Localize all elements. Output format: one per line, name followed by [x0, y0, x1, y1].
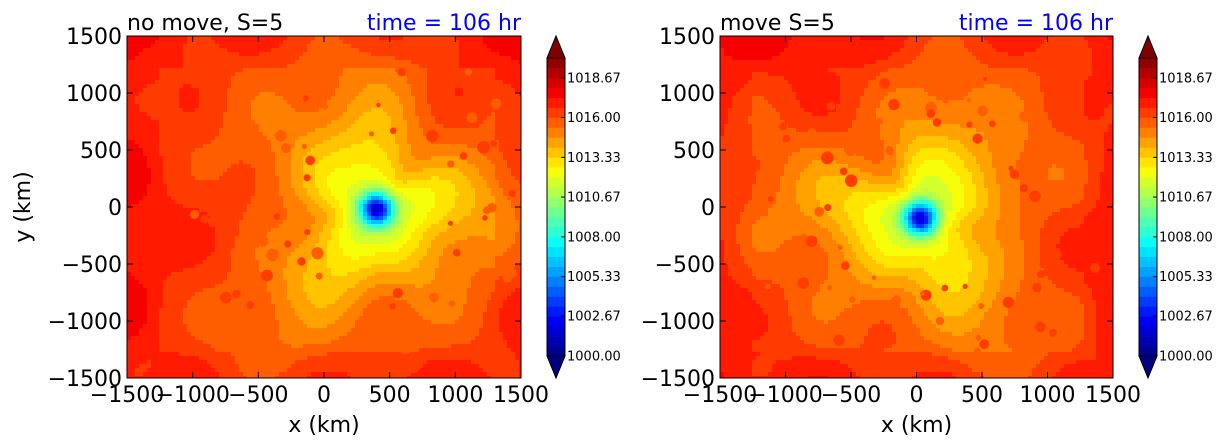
- x-tick-label: 500: [369, 383, 411, 408]
- x-tick-label: 1500: [1085, 383, 1141, 408]
- x-tick-label: 0: [910, 383, 924, 408]
- y-tick-label: −1500: [641, 367, 715, 392]
- x-tick-label: 1000: [427, 383, 483, 408]
- colorbar-tick-label: 1013.33: [1159, 151, 1213, 166]
- y-tick-label: 1500: [659, 25, 715, 50]
- colorbar-extend-max: [547, 36, 565, 58]
- colorbar-tick-label: 1002.67: [567, 310, 621, 325]
- colorbar-tick-label: 1000.00: [1159, 350, 1213, 365]
- x-tick-label: 1000: [1020, 383, 1076, 408]
- pressure-field: [127, 36, 524, 381]
- panel-title-right: time = 106 hr: [367, 11, 522, 36]
- y-tick-label: 500: [80, 139, 122, 164]
- x-tick-label: −1000: [155, 383, 229, 408]
- colorbar-tick-label: 1008.00: [1159, 230, 1213, 245]
- colorbar-tick-label: 1000.00: [567, 350, 621, 365]
- colorbar-extend-max: [1139, 36, 1157, 58]
- panel-title-right: time = 106 hr: [959, 11, 1114, 36]
- panel-title-left: move S=5: [720, 11, 835, 36]
- x-tick-label: 500: [961, 383, 1003, 408]
- y-tick-label: −1500: [48, 367, 122, 392]
- colorbar-tick-label: 1008.00: [567, 230, 621, 245]
- colorbar: 1000.00 1002.67 1005.33 1008.00 1010.67 1013.…: [1139, 36, 1213, 378]
- colorbar-tick-label: 1005.33: [1159, 270, 1213, 285]
- y-tick-label: −500: [655, 253, 715, 278]
- x-tick-label: −500: [228, 383, 288, 408]
- y-axis-label: y (km): [11, 171, 36, 242]
- colorbar-tick-label: 1018.67: [1159, 71, 1213, 86]
- y-tick-label: −500: [62, 253, 122, 278]
- x-axis-label: x (km): [288, 413, 359, 438]
- y-tick-label: 1500: [66, 25, 122, 50]
- x-tick-label: 1500: [493, 383, 549, 408]
- y-tick-label: −1000: [641, 310, 715, 335]
- y-tick-label: 0: [108, 196, 122, 221]
- colorbar-tick-label: 1010.67: [567, 191, 621, 206]
- x-tick-label: −500: [821, 383, 881, 408]
- panel-1: −1500−1500−1000−1000−500−500005005001000…: [11, 11, 621, 438]
- panel-title-left: no move, S=5: [127, 11, 283, 36]
- colorbar-tick-label: 1016.00: [1159, 111, 1213, 126]
- x-tick-label: −1000: [748, 383, 822, 408]
- colorbar-tick-label: 1018.67: [567, 71, 621, 86]
- pressure-field: [720, 36, 1117, 381]
- panel-2: −1500−1500−1000−1000−500−500005005001000…: [641, 11, 1213, 438]
- colorbar-tick-label: 1002.67: [1159, 310, 1213, 325]
- colorbar-tick-label: 1013.33: [567, 151, 621, 166]
- x-axis-label: x (km): [881, 413, 952, 438]
- colorbar: 1000.00 1002.67 1005.33 1008.00 1010.67 1013.…: [547, 36, 621, 378]
- x-tick-label: 0: [317, 383, 331, 408]
- y-tick-label: 1000: [66, 82, 122, 107]
- colorbar-extend-min: [547, 356, 565, 378]
- colorbar-tick-label: 1010.67: [1159, 191, 1213, 206]
- colorbar-extend-min: [1139, 356, 1157, 378]
- y-tick-label: 500: [673, 139, 715, 164]
- colorbar-tick-label: 1005.33: [567, 270, 621, 285]
- colorbar-tick-label: 1016.00: [567, 111, 621, 126]
- y-tick-label: −1000: [48, 310, 122, 335]
- y-tick-label: 0: [701, 196, 715, 221]
- y-tick-label: 1000: [659, 82, 715, 107]
